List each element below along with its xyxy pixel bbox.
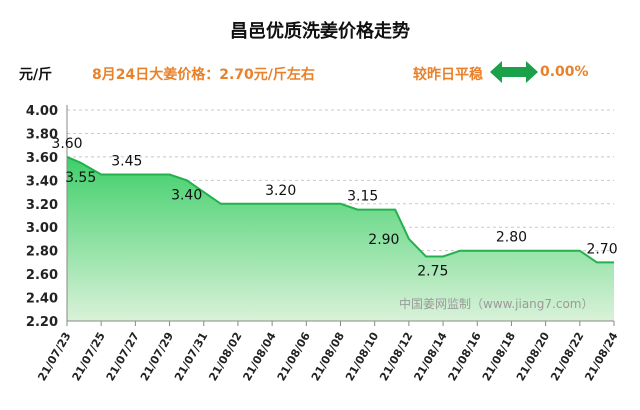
- chart-title: 昌邑优质洗姜价格走势: [230, 21, 410, 42]
- data-label: 2.90: [368, 232, 399, 248]
- x-tick-label: 21/08/22: [548, 330, 586, 383]
- x-tick-label: 21/07/25: [70, 330, 108, 383]
- y-tick-label: 2.80: [26, 245, 58, 260]
- data-label: 3.55: [65, 170, 96, 186]
- y-tick-label: 2.60: [26, 268, 58, 283]
- data-label: 3.20: [265, 183, 296, 199]
- y-tick-label: 3.60: [26, 151, 58, 166]
- y-tick-label: 2.20: [26, 315, 58, 330]
- data-labels: 3.60 3.55 3.45 3.40 3.20 3.15 2.90 2.75 2.80 2.70: [51, 136, 617, 280]
- data-label: 2.80: [496, 230, 527, 246]
- x-tick-label: 21/08/20: [514, 330, 552, 384]
- x-tick-label: 21/08/18: [480, 330, 518, 383]
- x-tick-label: 21/07/27: [104, 330, 142, 383]
- unit-label: 元/斤: [19, 67, 53, 83]
- data-label: 2.70: [586, 241, 617, 257]
- price-note: 8月24日大姜价格：2.70元/斤左右: [92, 67, 315, 83]
- x-tick-label: 21/07/31: [172, 330, 210, 383]
- status-text: 较昨日平稳: [413, 67, 483, 83]
- y-tick-label: 3.20: [26, 198, 58, 213]
- x-tick-label: 21/08/08: [309, 330, 347, 383]
- x-tick-label: 21/08/10: [343, 330, 381, 384]
- x-tick-label: 21/08/24: [582, 330, 620, 384]
- y-tick-label: 2.40: [26, 292, 58, 307]
- double-arrow-icon: [490, 61, 538, 83]
- data-label: 3.45: [111, 153, 142, 169]
- axis-layer: [66, 105, 615, 326]
- x-tick-label: 21/08/02: [206, 330, 244, 383]
- x-tick-label: 21/08/16: [446, 330, 484, 384]
- x-tick-label: 21/08/06: [275, 330, 313, 384]
- x-tick-label: 21/08/14: [411, 330, 449, 384]
- data-label: 3.40: [171, 187, 202, 203]
- data-label: 3.15: [347, 189, 378, 205]
- watermark: 中国姜网监制（www.jiang7.com）: [399, 296, 593, 311]
- y-tick-label: 3.40: [26, 174, 58, 189]
- x-tick-label: 21/08/04: [240, 330, 278, 384]
- data-label: 2.75: [417, 264, 448, 280]
- price-area: [67, 156, 614, 321]
- y-tick-label: 3.80: [26, 127, 58, 142]
- y-tick-labels: 2.20 2.40 2.60 2.80 3.00 3.20 3.40 3.60 3.80 4.00: [26, 104, 58, 330]
- x-tick-label: 21/07/23: [35, 330, 73, 383]
- price-line: [66, 155, 614, 264]
- change-percent: 0.00%: [540, 64, 589, 80]
- double-arrow-icon-shape: [490, 61, 538, 83]
- y-tick-label: 4.00: [26, 104, 58, 119]
- data-label: 3.60: [51, 136, 82, 152]
- x-tick-labels: 21/07/2321/07/2521/07/2721/07/2921/07/31…: [35, 330, 620, 384]
- y-tick-label: 3.00: [26, 221, 58, 236]
- x-tick-label: 21/07/29: [138, 330, 176, 383]
- x-tick-label: 21/08/12: [377, 330, 415, 383]
